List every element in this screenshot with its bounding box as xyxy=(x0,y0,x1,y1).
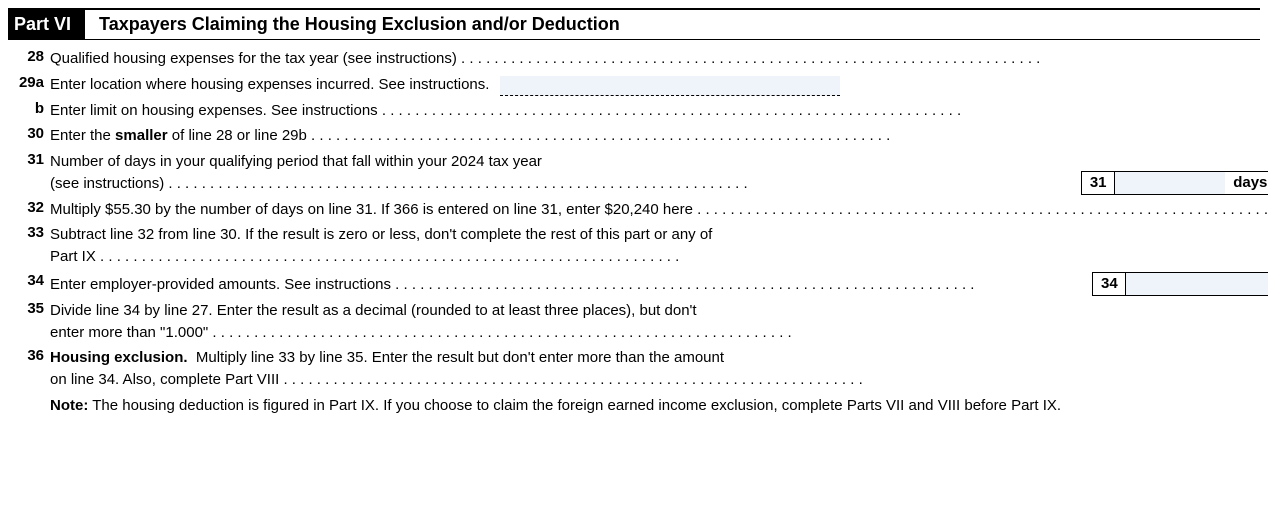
line-desc: Subtract line 32 from line 30. If the re… xyxy=(50,224,1268,268)
line-31-mini: 31 days xyxy=(1081,171,1268,195)
line-28: 28 Qualified housing expenses for the ta… xyxy=(8,46,1268,72)
line-text-bold: smaller xyxy=(115,127,168,144)
line-31-days-input[interactable] xyxy=(1115,171,1225,195)
mini-box-trail: days xyxy=(1225,171,1268,195)
line-number xyxy=(8,395,50,417)
line-number: 32 xyxy=(8,199,50,221)
line-number: 34 xyxy=(8,272,50,296)
line-35: 35 Divide line 34 by line 27. Enter the … xyxy=(8,298,1268,346)
mini-box-number: 31 xyxy=(1081,171,1115,195)
line-33: 33 Subtract line 32 from line 30. If the… xyxy=(8,222,1268,270)
line-text-pre: Enter the xyxy=(50,127,115,144)
line-34-amount-input[interactable] xyxy=(1126,272,1268,296)
line-number: 28 xyxy=(8,48,50,70)
line-29a: 29a Enter location where housing expense… xyxy=(8,72,1268,98)
line-29b: b Enter limit on housing expenses. See i… xyxy=(8,98,1268,124)
line-desc: Number of days in your qualifying period… xyxy=(50,151,1268,195)
line-text: Enter limit on housing expenses. See ins… xyxy=(50,102,378,119)
line-text: Enter location where housing expenses in… xyxy=(50,76,489,93)
left-column: 28 Qualified housing expenses for the ta… xyxy=(8,46,1268,419)
line-number: 29a xyxy=(8,74,50,96)
line-30: 30 Enter the smaller of line 28 or line … xyxy=(8,123,1268,149)
form-body: 28 Qualified housing expenses for the ta… xyxy=(8,46,1260,419)
line-number: 30 xyxy=(8,125,50,147)
line-desc: Enter employer-provided amounts. See ins… xyxy=(50,272,1268,296)
line-31: 31 Number of days in your qualifying per… xyxy=(8,149,1268,197)
line-text: Multiply $55.30 by the number of days on… xyxy=(50,201,693,218)
note-desc: Note: The housing deduction is figured i… xyxy=(50,395,1268,417)
note-bold: Note: xyxy=(50,397,88,414)
part-header: Part VI Taxpayers Claiming the Housing E… xyxy=(8,8,1260,40)
line-text-post: of line 28 or line 29b xyxy=(168,127,307,144)
line-number: 35 xyxy=(8,300,50,344)
line-desc: Enter limit on housing expenses. See ins… xyxy=(50,100,1268,122)
line-desc: Qualified housing expenses for the tax y… xyxy=(50,48,1268,70)
line-number: 33 xyxy=(8,224,50,268)
line-desc: Enter the smaller of line 28 or line 29b xyxy=(50,125,1268,147)
line-desc: Divide line 34 by line 27. Enter the res… xyxy=(50,300,1268,344)
part-badge: Part VI xyxy=(8,10,85,39)
line-note: Note: The housing deduction is figured i… xyxy=(8,393,1268,419)
line-text: Qualified housing expenses for the tax y… xyxy=(50,50,457,67)
line-32: 32 Multiply $55.30 by the number of days… xyxy=(8,197,1268,223)
line-desc: Enter location where housing expenses in… xyxy=(50,74,1268,96)
line-36: 36 Housing exclusion. Multiply line 33 b… xyxy=(8,345,1268,393)
part-title: Taxpayers Claiming the Housing Exclusion… xyxy=(85,10,620,39)
line-text-bold: Housing exclusion. xyxy=(50,349,188,366)
line-number: 31 xyxy=(8,151,50,195)
line-number: 36 xyxy=(8,347,50,391)
line-desc: Multiply $55.30 by the number of days on… xyxy=(50,199,1268,221)
line-34: 34 Enter employer-provided amounts. See … xyxy=(8,270,1268,298)
note-text: The housing deduction is figured in Part… xyxy=(88,397,1061,414)
line-number: b xyxy=(8,100,50,122)
mini-box-number: 34 xyxy=(1092,272,1126,296)
line-text: Enter employer-provided amounts. See ins… xyxy=(50,276,391,293)
line-desc: Housing exclusion. Multiply line 33 by l… xyxy=(50,347,1268,391)
line-34-mini: 34 xyxy=(1092,272,1268,296)
location-input[interactable] xyxy=(500,76,840,96)
